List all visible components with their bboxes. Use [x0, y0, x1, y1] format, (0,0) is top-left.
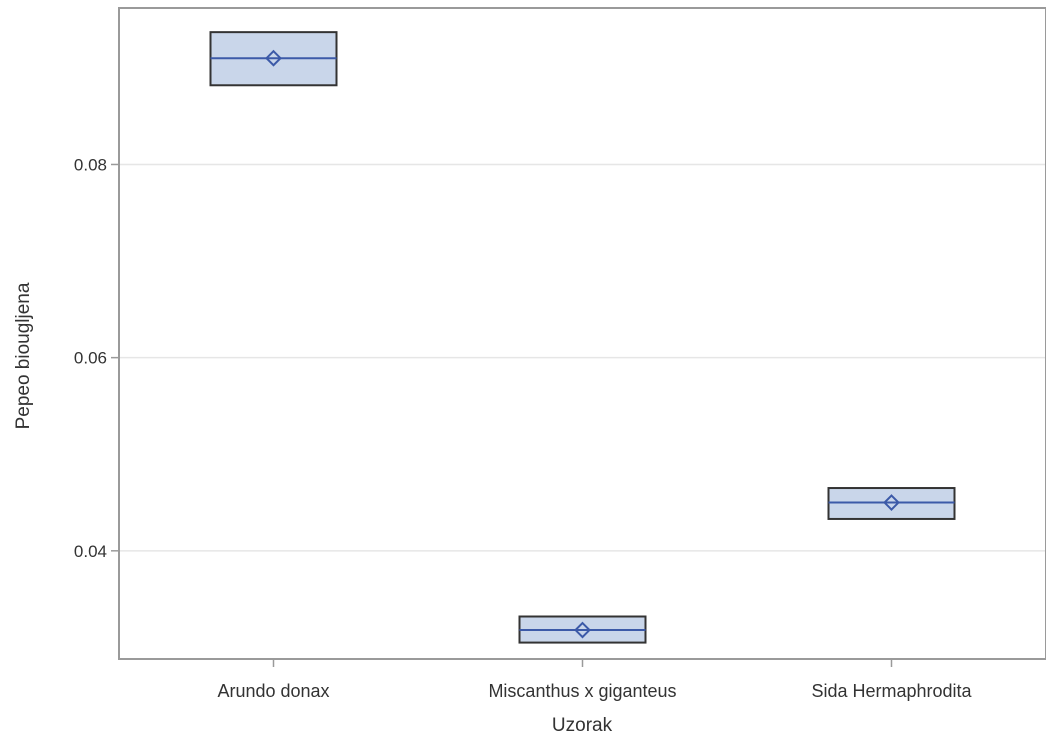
boxes: [209, 31, 956, 644]
box-mean-marker: [265, 49, 282, 67]
box-mean-marker: [883, 494, 900, 511]
y-axis-label: Pepeo biougljena: [13, 282, 34, 429]
x-axis-label: Uzorak: [552, 715, 613, 736]
y-tick-label: 0.04: [74, 542, 107, 561]
x-axis-ticks: Arundo donax Miscanthus x giganteus Sida H…: [217, 659, 973, 701]
y-axis-ticks: 0.04 0.06 0.08: [74, 155, 119, 561]
box-mean-marker: [574, 621, 591, 639]
box-2: [518, 615, 647, 644]
box-1: [209, 31, 338, 87]
x-tick-label: Miscanthus x giganteus: [488, 681, 676, 701]
gridlines: [119, 163, 1046, 552]
y-tick-label: 0.06: [74, 349, 107, 368]
x-tick-label: Sida Hermaphrodita: [811, 681, 972, 701]
box-3: [827, 487, 956, 520]
plot-frame: [118, 7, 1046, 660]
y-tick-label: 0.08: [74, 155, 107, 174]
x-tick-label: Arundo donax: [217, 681, 329, 701]
